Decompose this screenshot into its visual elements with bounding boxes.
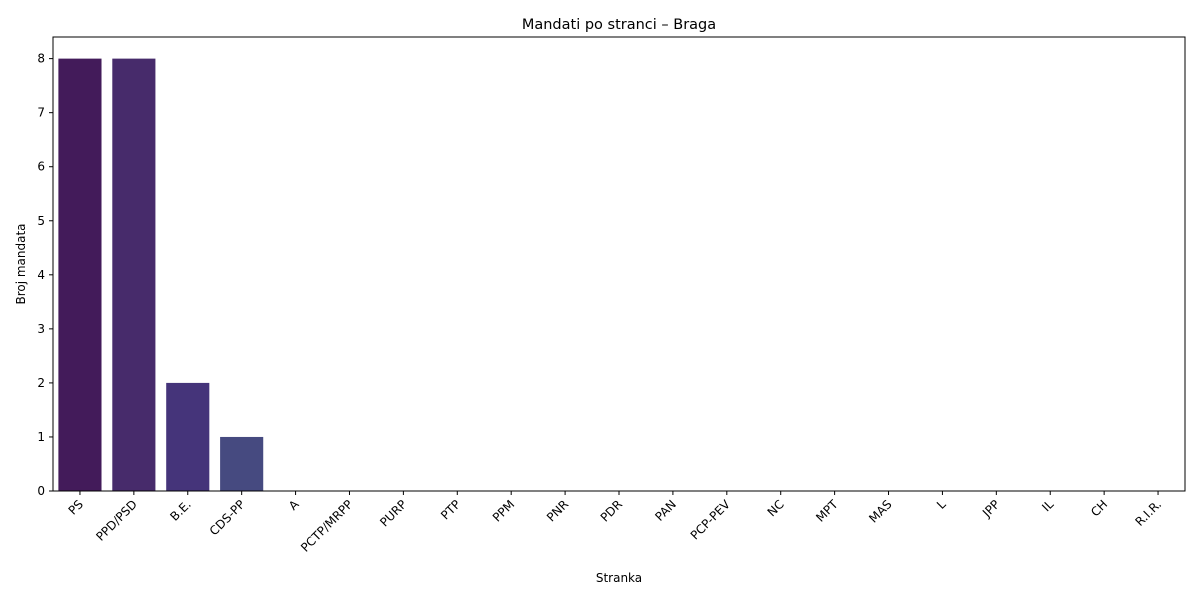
x-tick-label: MAS [866, 497, 894, 525]
y-tick-label: 5 [37, 214, 45, 228]
y-tick-label: 4 [37, 268, 45, 282]
x-tick-label: PTP [438, 497, 463, 522]
chart-title: Mandati po stranci – Braga [522, 17, 716, 33]
x-tick-label: PS [66, 497, 86, 517]
y-tick-label: 0 [37, 484, 45, 498]
x-tick-label: PCP-PEV [688, 497, 734, 543]
y-tick-label: 3 [37, 322, 45, 336]
y-tick-label: 1 [37, 430, 45, 444]
y-tick-label: 7 [37, 106, 45, 120]
bar-ppd-psd [112, 58, 156, 491]
y-tick-label: 6 [37, 160, 45, 174]
x-tick-label: R.I.R. [1132, 497, 1164, 529]
x-tick-label: PPD/PSD [93, 497, 140, 544]
bar-ps [58, 58, 102, 491]
bars-group [58, 58, 264, 491]
y-axis: 0 1 2 3 4 5 6 7 8 [37, 52, 53, 498]
x-axis-label: Stranka [596, 571, 642, 585]
bar-cds-pp [220, 436, 264, 491]
plot-frame [52, 36, 1186, 492]
x-tick-label: MPT [813, 497, 841, 525]
x-tick-label: PAN [652, 497, 679, 524]
x-tick-label: PCTP/MRPP [298, 497, 356, 555]
x-tick-label: PNR [544, 497, 571, 524]
y-tick-label: 8 [37, 52, 45, 66]
x-tick-label: B.E. [167, 497, 193, 523]
x-tick-label: PDR [598, 497, 625, 524]
x-tick-label: JPP [979, 497, 1002, 520]
x-tick-label: CH [1088, 497, 1110, 519]
x-tick-label: PURP [377, 497, 409, 529]
x-tick-label: CDS-PP [207, 497, 248, 538]
y-tick-label: 2 [37, 376, 45, 390]
x-tick-label: PPM [490, 497, 517, 524]
x-tick-label: IL [1039, 497, 1056, 514]
y-axis-label: Broj mandata [14, 223, 28, 304]
bar-b-e- [166, 382, 210, 491]
x-tick-label: NC [765, 497, 787, 519]
x-tick-label: A [286, 497, 302, 513]
x-tick-label: L [934, 497, 949, 512]
